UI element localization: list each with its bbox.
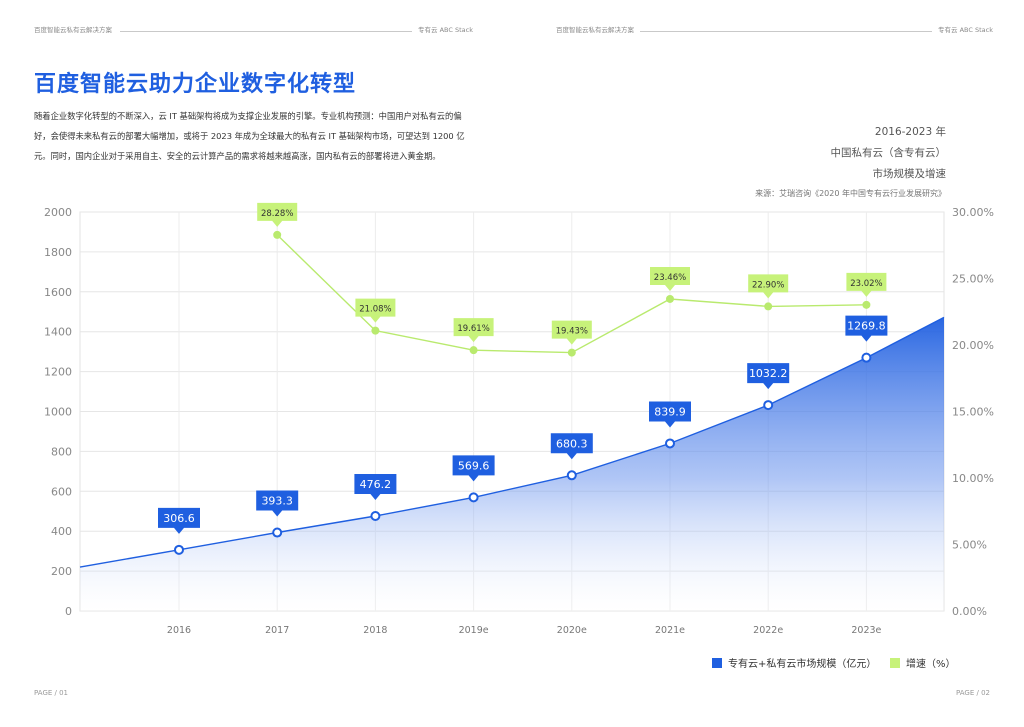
market-value-label: 476.2 xyxy=(360,478,392,491)
x-tick-label: 2019e xyxy=(459,625,489,636)
growth-point xyxy=(764,302,773,311)
market-point xyxy=(763,400,774,411)
header-divider-left xyxy=(120,31,412,32)
legend-item-growth: 增速（%） xyxy=(890,655,956,670)
footer-page-right: PAGE / 02 xyxy=(955,689,990,697)
market-value-callout xyxy=(452,455,495,482)
chart-subtitle-market: 中国私有云（含专有云） xyxy=(830,147,947,159)
market-point xyxy=(174,544,184,555)
y-left-tick-label: 2000 xyxy=(44,206,72,219)
growth-value-label: 23.46% xyxy=(654,273,686,283)
market-point xyxy=(272,527,283,538)
chart-source: 来源：艾瑞咨询《2020 年中国专有云行业发展研究》 xyxy=(755,189,946,198)
growth-value-label: 21.08% xyxy=(359,305,391,315)
growth-value-label: 19.43% xyxy=(556,327,588,337)
y-left-tick-label: 800 xyxy=(51,445,72,458)
market-value-callout xyxy=(354,473,397,500)
market-value-label: 306.6 xyxy=(163,512,195,525)
header-left-text: 百度智能云私有云解决方案 xyxy=(34,26,112,34)
chart-subtitle-years: 2016-2023 年 xyxy=(874,126,946,138)
page-title: 百度智能云助力企业数字化转型 xyxy=(34,72,357,97)
legend-label-market: 专有云+私有云市场规模（亿元） xyxy=(728,659,877,670)
growth-value-callout xyxy=(748,274,789,299)
market-value-callout xyxy=(649,401,691,428)
y-right-tick-label: 10.00% xyxy=(952,472,994,485)
market-point xyxy=(665,438,675,449)
y-left-tick-label: 400 xyxy=(51,525,72,538)
market-value-label: 1269.8 xyxy=(847,320,886,333)
y-left-tick-label: 1200 xyxy=(44,366,72,379)
y-left-tick-label: 0 xyxy=(65,605,72,618)
growth-value-callout xyxy=(846,272,887,297)
growth-value-callout xyxy=(257,202,298,227)
x-tick-label: 2023e xyxy=(851,625,881,636)
legend-swatch-green xyxy=(890,657,900,668)
y-left-tick-label: 1000 xyxy=(44,406,72,419)
market-value-callout xyxy=(550,433,593,460)
growth-value-label: 19.61% xyxy=(457,324,489,334)
growth-point xyxy=(273,230,282,239)
growth-value-callout xyxy=(453,318,494,343)
growth-value-callout xyxy=(650,266,690,291)
market-value-label: 680.3 xyxy=(556,437,588,450)
y-left-tick-label: 200 xyxy=(51,565,72,578)
growth-point xyxy=(469,346,478,355)
header-right-left-text: 百度智能云私有云解决方案 xyxy=(556,26,634,34)
y-left-tick-label: 600 xyxy=(51,485,72,498)
market-value-label: 839.9 xyxy=(654,405,686,418)
market-value-label: 569.6 xyxy=(458,459,490,472)
y-right-tick-label: 20.00% xyxy=(952,339,994,352)
x-tick-label: 2018 xyxy=(363,625,387,636)
legend-item-market: 专有云+私有云市场规模（亿元） xyxy=(712,655,876,670)
market-value-callout xyxy=(256,490,299,517)
market-value-callout xyxy=(845,315,888,342)
market-area-fill xyxy=(80,317,944,611)
y-right-tick-label: 5.00% xyxy=(952,539,987,552)
growth-point xyxy=(567,348,576,357)
market-point xyxy=(861,352,872,363)
header-divider-right xyxy=(640,31,932,32)
chart-subtitle-scale: 市场规模及增速 xyxy=(872,168,947,180)
y-right-tick-label: 30.00% xyxy=(952,206,994,219)
market-area-line xyxy=(79,316,945,568)
growth-point xyxy=(371,326,380,335)
legend-swatch-blue xyxy=(712,657,722,668)
market-value-callout xyxy=(747,363,790,390)
x-tick-label: 2017 xyxy=(265,625,289,636)
y-left-tick-label: 1600 xyxy=(44,286,72,299)
market-value-label: 393.3 xyxy=(261,495,293,508)
growth-value-label: 23.02% xyxy=(850,279,882,289)
y-right-tick-label: 15.00% xyxy=(952,406,994,419)
legend-label-growth: 增速（%） xyxy=(906,659,956,670)
x-tick-label: 2021e xyxy=(655,625,685,636)
footer-page-left: PAGE / 01 xyxy=(34,689,69,697)
growth-value-callout xyxy=(355,298,396,323)
x-tick-label: 2022e xyxy=(753,625,783,636)
market-point xyxy=(468,492,479,503)
x-tick-label: 2016 xyxy=(167,625,191,636)
y-left-tick-label: 1400 xyxy=(44,326,72,339)
market-point xyxy=(370,510,381,521)
y-right-tick-label: 0.00% xyxy=(952,605,987,618)
header-right-text: 专有云 ABC Stack xyxy=(938,26,993,34)
y-left-tick-label: 1800 xyxy=(44,246,72,259)
x-tick-label: 2020e xyxy=(557,625,587,636)
header-mid-text: 专有云 ABC Stack xyxy=(418,26,473,34)
market-point xyxy=(566,470,577,481)
intro-paragraph: 随着企业数字化转型的不断深入，云 IT 基础架构将成为支撑企业发展的引擎。专业机… xyxy=(34,111,465,161)
growth-value-label: 22.90% xyxy=(752,280,784,290)
growth-value-callout xyxy=(551,320,592,345)
y-right-tick-label: 25.00% xyxy=(952,273,994,286)
market-value-label: 1032.2 xyxy=(749,367,788,380)
growth-point xyxy=(862,300,871,309)
market-value-callout xyxy=(158,507,200,534)
growth-point xyxy=(666,294,674,303)
growth-value-label: 28.28% xyxy=(261,209,293,219)
